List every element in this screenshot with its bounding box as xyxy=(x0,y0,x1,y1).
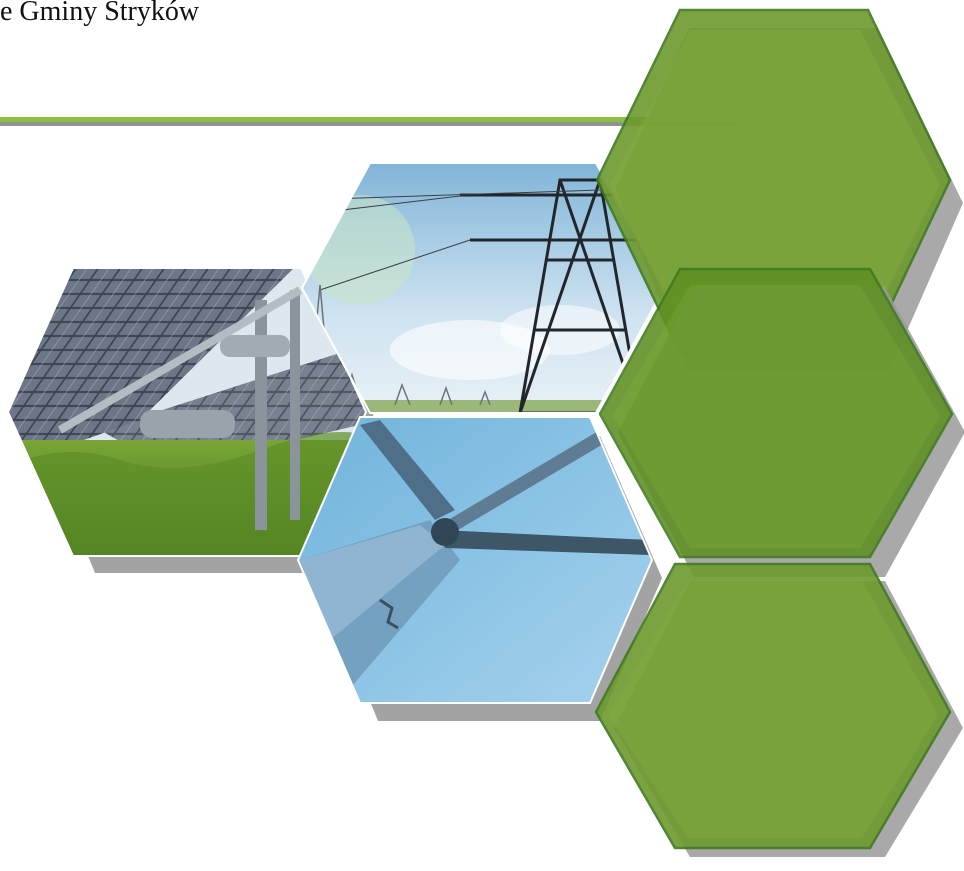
solar-panel-photo xyxy=(8,268,366,556)
wind-turbine-photo xyxy=(298,417,652,703)
solar-photo-frame xyxy=(6,267,368,557)
header-rule-grey xyxy=(0,122,735,126)
document-title: e Gminy Stryków xyxy=(0,0,200,27)
green-hexagon-middle xyxy=(598,267,964,577)
power-line-photo xyxy=(302,163,664,413)
header-rule-green xyxy=(0,117,735,122)
green-hexagon-bottom xyxy=(594,562,963,857)
wind-photo-frame xyxy=(296,416,654,704)
